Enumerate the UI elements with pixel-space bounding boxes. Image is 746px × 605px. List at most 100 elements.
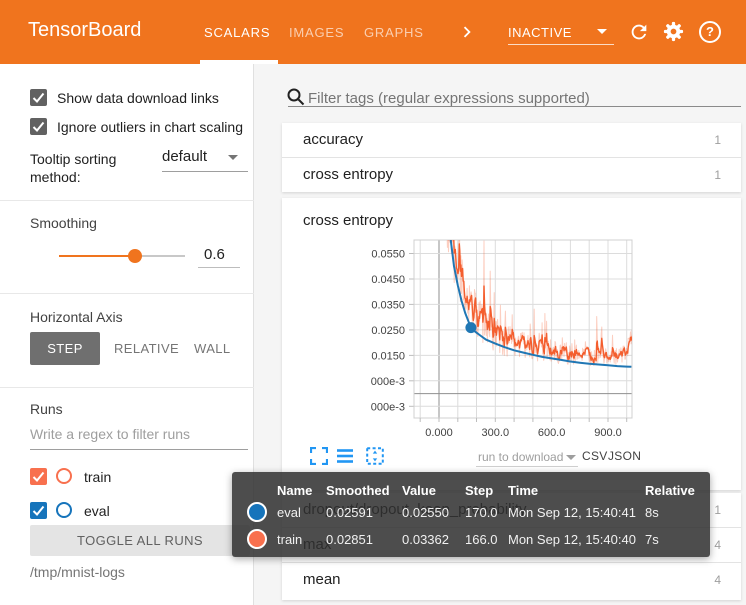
tab-scalars[interactable]: SCALARS <box>204 25 271 40</box>
svg-text:0.0550: 0.0550 <box>371 249 405 261</box>
tag-list-card: accuracy 1 cross entropy 1 <box>282 123 741 192</box>
svg-text:600.0: 600.0 <box>538 427 566 439</box>
expand-chart-icon[interactable] <box>309 446 329 470</box>
train-color-swatch <box>247 529 267 549</box>
show-download-links-label: Show data download links <box>57 90 219 106</box>
gear-hole <box>670 28 677 35</box>
tag-count: 4 <box>714 573 721 587</box>
status-caret-icon[interactable] <box>597 29 607 34</box>
run-train-solo-radio[interactable] <box>56 468 72 484</box>
refresh-icon[interactable] <box>628 21 650 48</box>
svg-text:0.0250: 0.0250 <box>371 325 405 337</box>
train-line <box>447 240 632 364</box>
run-train-checkbox[interactable] <box>30 468 47 485</box>
tooltip-eval-smoothed: 0.02591 <box>326 505 373 520</box>
horizontal-axis-label: Horizontal Axis <box>30 309 123 325</box>
check-icon <box>32 92 45 103</box>
run-to-download-underline <box>476 466 578 467</box>
tag-row-accuracy[interactable]: accuracy 1 <box>282 123 741 157</box>
row-separator <box>282 562 741 563</box>
svg-text:0.0450: 0.0450 <box>371 274 405 286</box>
eval-line <box>449 240 632 368</box>
show-download-links-checkbox[interactable] <box>30 89 47 106</box>
tag-row-cross-entropy[interactable]: cross entropy 1 <box>282 158 741 192</box>
tooltip-train-relative: 7s <box>645 532 659 547</box>
run-to-download-select[interactable]: run to download <box>478 450 564 464</box>
smoothing-slider-fill <box>59 255 135 257</box>
cross-entropy-chart[interactable]: 0.0550 0.0450 0.0350 0.0250 0.0150 5.000e-3 -5… <box>370 235 670 447</box>
tooltip-col-smoothed: Smoothed <box>326 483 390 498</box>
tag-title: mean <box>303 571 341 588</box>
tooltip-col-time: Time <box>508 483 539 498</box>
ignore-outliers-checkbox[interactable] <box>30 118 47 135</box>
chevron-right-icon[interactable] <box>456 21 478 48</box>
tag-title: cross entropy <box>303 166 394 183</box>
tag-count: 1 <box>714 503 721 517</box>
status-dropdown[interactable]: INACTIVE <box>508 25 572 40</box>
app-title: TensorBoard <box>28 19 142 41</box>
tooltip-sorting-underline <box>162 171 248 172</box>
tab-images[interactable]: IMAGES <box>289 25 345 40</box>
eval-color-swatch <box>247 502 267 522</box>
tooltip-eval-relative: 8s <box>645 505 659 520</box>
tooltip-eval-value: 0.02550 <box>402 505 449 520</box>
tooltip-col-value: Value <box>402 483 436 498</box>
axis-wall-button[interactable]: WALL <box>194 341 231 356</box>
tooltip-eval-name: eval <box>277 505 301 520</box>
filter-tags-input[interactable]: Filter tags (regular expressions support… <box>308 90 590 107</box>
tooltip-train-smoothed: 0.02851 <box>326 532 373 547</box>
status-underline <box>508 44 614 45</box>
runs-filter-input[interactable]: Write a regex to filter runs <box>30 426 191 442</box>
app-header: TensorBoard SCALARS IMAGES GRAPHS INACTI… <box>0 0 746 64</box>
run-eval-checkbox[interactable] <box>30 502 47 519</box>
tooltip-col-relative: Relative <box>645 483 695 498</box>
divider <box>0 387 254 388</box>
gear-icon[interactable] <box>662 20 685 48</box>
tag-count: 1 <box>714 133 721 147</box>
csv-download-link[interactable]: CSV <box>582 449 608 463</box>
cursor-dot <box>465 322 477 334</box>
chart-title: cross entropy <box>303 212 394 229</box>
svg-text:-5.000e-3: -5.000e-3 <box>370 401 405 413</box>
help-icon[interactable]: ? <box>699 21 721 43</box>
runs-filter-underline <box>30 449 248 450</box>
tag-count: 4 <box>714 538 721 552</box>
check-icon <box>32 471 45 482</box>
tooltip-sorting-select[interactable]: default <box>162 148 208 165</box>
tooltip-train-name: train <box>277 532 303 547</box>
run-eval-label: eval <box>84 503 110 519</box>
smoothing-label: Smoothing <box>30 215 97 231</box>
toggle-all-runs-button[interactable]: TOGGLE ALL RUNS <box>30 525 250 556</box>
tag-count: 1 <box>714 168 721 182</box>
tooltip-train-time: Mon Sep 12, 15:40:40 <box>508 532 636 547</box>
tooltip-eval-time: Mon Sep 12, 15:40:41 <box>508 505 636 520</box>
divider <box>0 293 254 294</box>
tooltip-col-step: Step <box>465 483 494 498</box>
axis-step-button[interactable]: STEP <box>30 332 100 365</box>
svg-text:5.000e-3: 5.000e-3 <box>370 376 405 388</box>
logdir-path: /tmp/mnist-logs <box>30 564 125 580</box>
tooltip-eval-step: 170.0 <box>465 505 498 520</box>
smoothing-value-input[interactable]: 0.6 <box>198 246 240 268</box>
json-download-link[interactable]: JSON <box>608 449 642 463</box>
chart-card: cross entropy 0.0550 0.0450 0.0350 0.0250 0.… <box>282 198 741 490</box>
filter-tags-underline <box>288 106 741 107</box>
tab-graphs[interactable]: GRAPHS <box>364 25 424 40</box>
run-eval-solo-radio[interactable] <box>56 502 72 518</box>
svg-text:0.0350: 0.0350 <box>371 299 405 311</box>
sidebar: Show data download links Ignore outliers… <box>0 64 254 605</box>
run-to-download-caret-icon[interactable] <box>566 455 576 460</box>
tooltip-train-step: 166.0 <box>465 532 498 547</box>
tag-row-mean[interactable]: mean 4 <box>282 563 741 600</box>
svg-text:0.000: 0.000 <box>425 427 453 439</box>
search-icon <box>286 87 306 112</box>
axis-relative-button[interactable]: RELATIVE <box>114 341 180 356</box>
svg-text:900.0: 900.0 <box>594 427 622 439</box>
active-tab-underline <box>200 60 278 64</box>
tag-title: accuracy <box>303 131 364 148</box>
tooltip-sorting-caret-icon[interactable] <box>228 155 238 160</box>
log-scale-icon[interactable] <box>336 447 354 470</box>
smoothing-slider-thumb[interactable] <box>127 249 142 263</box>
fit-domain-icon[interactable] <box>366 447 384 470</box>
